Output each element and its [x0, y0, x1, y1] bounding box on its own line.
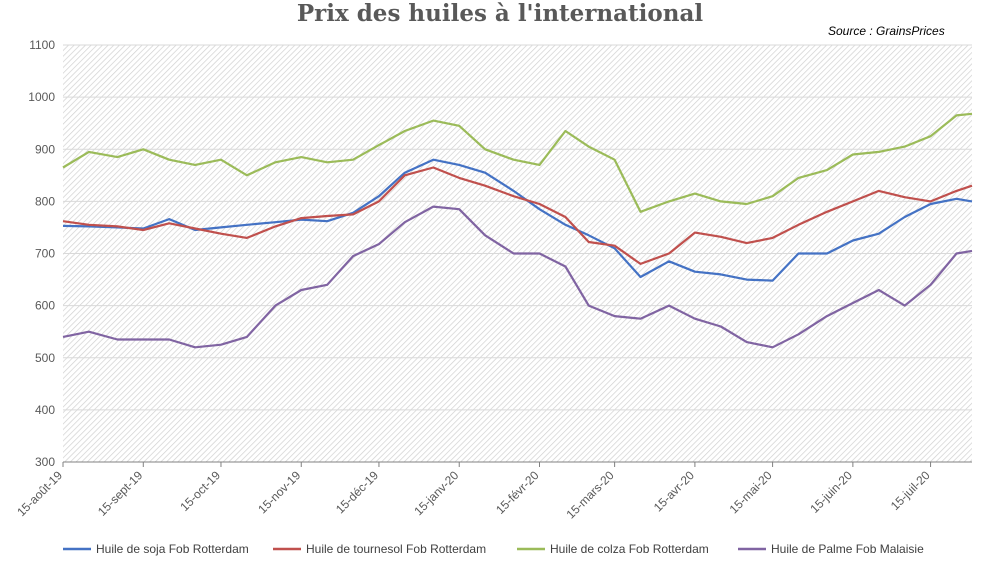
x-tick-label: 15-févr-20	[493, 468, 542, 517]
y-tick-label: 1100	[29, 38, 55, 52]
series-line-2	[62, 166, 973, 265]
x-tick-label: 15-oct-19	[177, 468, 223, 514]
x-tick-label: 15-janv-20	[411, 468, 461, 518]
x-tick-label: 15-mars-20	[563, 468, 617, 522]
x-tick-label: 15-sept-19	[95, 468, 146, 519]
y-tick-label: 700	[35, 247, 55, 261]
chart-title: Prix des huiles à l'international	[296, 0, 704, 27]
y-tick-label: 600	[35, 299, 55, 313]
chart-source: Source : GrainsPrices	[828, 24, 945, 38]
y-tick-label: 1000	[28, 90, 55, 104]
series-line-3	[62, 112, 973, 213]
x-tick-label: 15-nov-19	[255, 468, 303, 516]
x-tick-label: 15-déc-19	[333, 468, 381, 516]
y-tick-label: 900	[35, 142, 55, 156]
y-tick-label: 500	[35, 351, 55, 365]
x-tick-label: 15-mai-20	[727, 468, 775, 516]
legend-label: Huile de soja Fob Rotterdam	[96, 542, 249, 556]
y-tick-label: 800	[35, 194, 55, 208]
y-tick-label: 400	[35, 403, 55, 417]
legend-label: Huile de Palme Fob Malaisie	[771, 542, 924, 556]
legend: Huile de soja Fob Rotterdam Huile de tour…	[63, 542, 924, 556]
series-lines	[62, 112, 973, 349]
series-line-4	[62, 205, 973, 349]
x-tick-label: 15-juin-20	[807, 468, 855, 516]
y-tick-label: 300	[35, 455, 55, 469]
x-tick-label: 15-juil-20	[888, 468, 933, 513]
legend-label: Huile de colza Fob Rotterdam	[550, 542, 709, 556]
x-tick-label: 15-août-19	[14, 468, 65, 519]
x-tick-label: 15-avr-20	[651, 468, 697, 514]
legend-label: Huile de tournesol Fob Rotterdam	[306, 542, 486, 556]
